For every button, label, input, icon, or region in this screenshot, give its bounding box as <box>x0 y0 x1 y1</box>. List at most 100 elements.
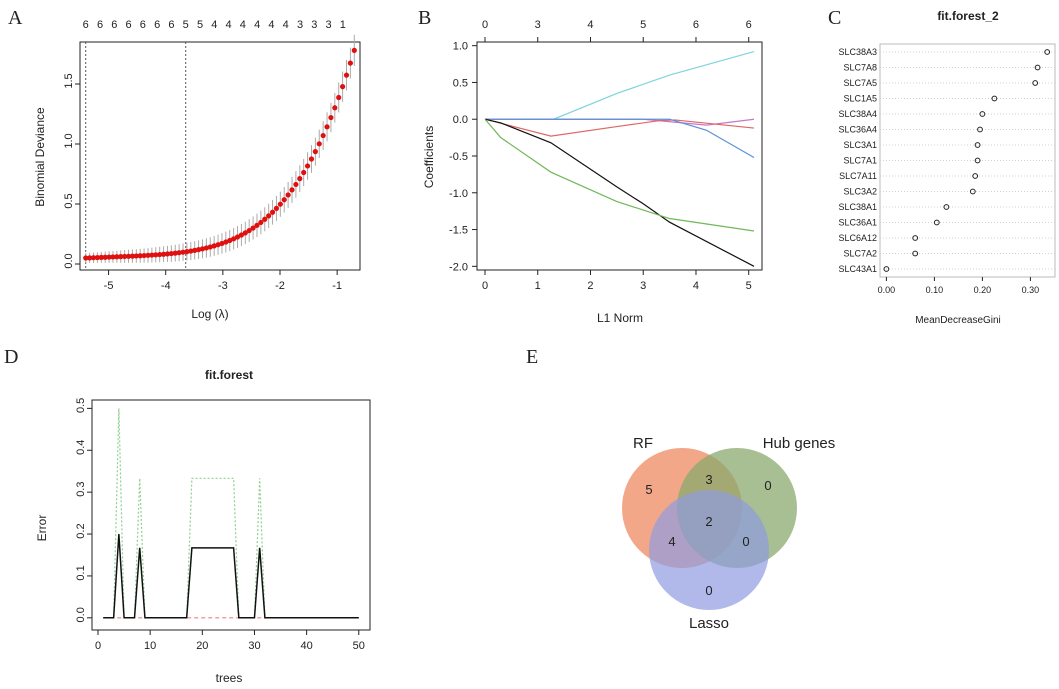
panel-d-series-black-solid <box>103 533 359 619</box>
panel-a-top-tick-label: 3 <box>297 19 303 31</box>
panel-a-point <box>293 181 299 188</box>
panel-c-point <box>969 188 976 195</box>
panel-a-point <box>133 253 139 259</box>
panel-b-top-tick-label: 0 <box>482 19 488 31</box>
panel-b-top-tick-label: 6 <box>746 19 752 31</box>
panel-a-top-tick-label: 6 <box>126 19 132 31</box>
panel-a-ytick-label: 0.5 <box>63 193 75 208</box>
panel-c-point <box>912 235 919 241</box>
panel-a-chart: Log (λ) Binomial Deviance -5 -4 -3 -2 -1 0.0 0… <box>33 19 361 321</box>
panel-a-point <box>304 163 311 169</box>
panel-a-point <box>164 251 171 257</box>
panel-a-point <box>168 250 174 257</box>
panel-c-chart: fit.forest_2 MeanDecreaseGini SLC38A3 SLC… <box>838 9 1056 326</box>
panel-a-point <box>223 239 229 245</box>
panel-b-top-tick-label: 5 <box>640 19 646 31</box>
panel-a-point <box>312 149 318 155</box>
panel-c-point <box>883 266 890 272</box>
panel-a-point <box>90 255 97 261</box>
panel-a-point <box>203 245 209 251</box>
panel-b-xtick-label: 5 <box>746 280 752 292</box>
panel-a-point <box>316 141 322 147</box>
panel-c-category-label: SLC7A1 <box>843 156 877 166</box>
panel-a-top-tick-label: 6 <box>83 19 89 31</box>
panel-a-point <box>83 255 89 261</box>
panel-a-point <box>195 247 202 253</box>
panel-a-top-tick-label: 6 <box>140 19 146 31</box>
panel-a-point <box>94 254 100 261</box>
panel-c-category-label: SLC7A8 <box>843 63 877 73</box>
panel-a-point <box>160 251 167 257</box>
panel-a-top-tick-label: 5 <box>197 19 203 31</box>
panel-d-xlabel: trees <box>216 671 243 685</box>
panel-b-ytick-label: 1.0 <box>453 41 468 53</box>
panel-a-point <box>273 205 280 211</box>
panel-a-point <box>180 249 186 255</box>
panel-e-venn: RF Hub genes Lasso 5 3 0 4 2 0 0 <box>622 435 835 632</box>
panel-a-top-tick-label: 4 <box>283 19 289 31</box>
panel-c-xtick-label: 0.10 <box>926 285 944 295</box>
panel-b-top-tick-label: 6 <box>693 19 699 31</box>
panel-a-point <box>297 176 303 182</box>
panel-a-xtick-label: -4 <box>161 280 171 292</box>
panel-a-point <box>125 253 132 259</box>
panel-c-point <box>912 250 919 257</box>
panel-c-point <box>943 204 950 210</box>
panel-a-xtick-label: -5 <box>104 280 114 292</box>
panel-a-point <box>254 222 260 228</box>
panel-a-frame <box>79 41 361 271</box>
panel-d-series-green-dotted <box>103 408 359 619</box>
panel-a-top-tick-label: 6 <box>97 19 103 31</box>
panel-label-e: E <box>526 346 538 368</box>
panel-b-ytick-label: -1.0 <box>449 188 468 200</box>
panel-a-point <box>199 246 206 252</box>
panel-a-point <box>118 254 124 260</box>
panel-c-category-label: SLC43A1 <box>838 264 877 274</box>
panel-a-point <box>343 72 350 78</box>
panel-a-point <box>238 232 245 238</box>
panel-a-point <box>301 169 307 176</box>
panel-b-frame <box>476 41 763 271</box>
panel-a-top-tick-label: 4 <box>254 19 260 31</box>
panel-b-ytick-label: -1.5 <box>449 225 468 237</box>
panel-b-series-cyan <box>485 50 755 120</box>
panel-a-point <box>106 254 112 260</box>
panel-a-xtick-label: -3 <box>218 280 228 292</box>
panel-a-xtick-label: -2 <box>275 280 285 292</box>
panel-c-point <box>1034 64 1041 71</box>
panel-b-xtick-label: 2 <box>587 280 593 292</box>
panel-a-top-tick-label: 5 <box>183 19 189 31</box>
panel-c-point <box>974 142 981 148</box>
panel-a-point <box>242 230 248 236</box>
panel-c-category-label: SLC36A4 <box>838 125 877 135</box>
panel-d-ytick-label: 0.4 <box>75 440 87 455</box>
panel-d-ytick-label: 0.3 <box>75 482 87 497</box>
panel-a-top-tick-label: 4 <box>240 19 246 31</box>
panel-c-point <box>933 219 940 226</box>
panel-b-ytick-label: 0.0 <box>453 114 468 126</box>
panel-d-title: fit.forest <box>205 368 253 382</box>
panel-a-point <box>176 250 182 256</box>
venn-count-rf-lasso: 4 <box>668 534 675 549</box>
venn-label-lasso: Lasso <box>689 615 729 632</box>
panel-d-chart: fit.forest trees Error 0 10 20 30 40 50 0.0 0.1… <box>35 368 371 685</box>
panel-c-category-label: SLC38A1 <box>838 202 877 212</box>
panel-d-frame <box>91 399 371 631</box>
panel-a-point <box>277 201 283 207</box>
panel-a-point <box>336 94 342 101</box>
panel-b-xtick-label: 1 <box>535 280 541 292</box>
panel-a-point <box>324 124 330 130</box>
panel-c-category-label: SLC6A12 <box>838 233 877 243</box>
venn-count-hub-lasso: 0 <box>742 534 749 549</box>
panel-a-point <box>122 253 128 260</box>
panel-c-xtick-label: 0.00 <box>878 285 896 295</box>
panel-a-top-tick-label: 3 <box>311 19 317 31</box>
panel-b-series-red <box>484 118 755 137</box>
panel-a-point <box>320 132 326 139</box>
panel-b-xlabel: L1 Norm <box>597 311 643 325</box>
panel-b-xtick-label: 4 <box>693 280 699 292</box>
panel-a-top-tick-label: 6 <box>168 19 174 31</box>
panel-c-category-label: SLC1A5 <box>843 94 877 104</box>
venn-circle-lasso <box>649 490 769 610</box>
